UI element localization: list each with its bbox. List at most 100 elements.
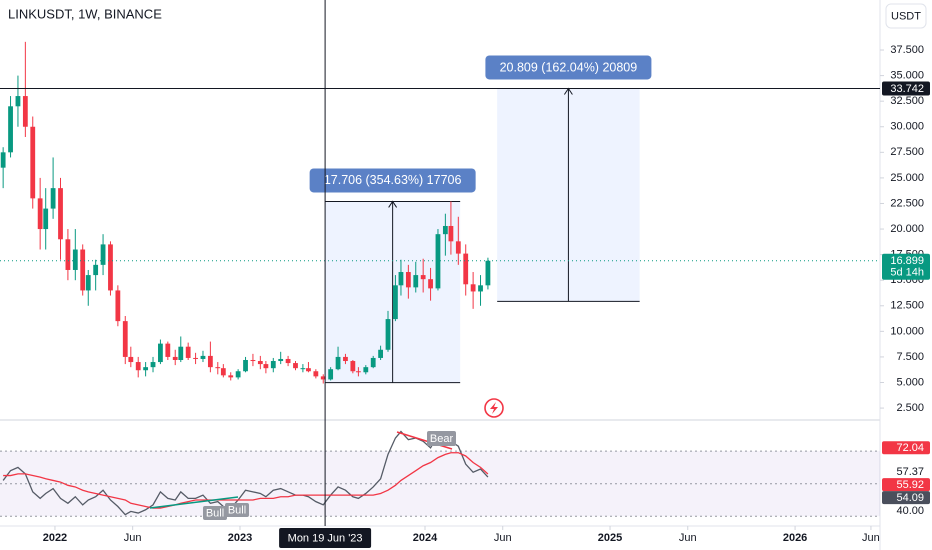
candle [405, 264, 411, 299]
bull-tag [203, 506, 227, 520]
candle-body [343, 356, 348, 362]
y-tick-label: 30.000 [890, 121, 924, 133]
currency-label[interactable]: USDT [891, 10, 921, 22]
candle [215, 362, 221, 375]
candle [93, 259, 99, 291]
candle-body [413, 275, 419, 288]
candle [43, 188, 49, 250]
measure-label-box [485, 55, 652, 80]
y-tick-label: 2.500 [896, 402, 924, 414]
candle [270, 357, 276, 373]
candle [228, 372, 234, 381]
candle-body [285, 358, 291, 364]
candle-body [428, 279, 433, 289]
currency-button[interactable] [885, 3, 927, 29]
bull-tag [225, 503, 249, 517]
rsi-axis-label: 55.92 [896, 479, 924, 491]
candle-body [448, 225, 454, 242]
candle [320, 374, 326, 384]
candle [278, 351, 284, 365]
y-tick-label: 12.500 [890, 300, 924, 312]
crosshair-price-tag [882, 81, 930, 96]
candle [463, 244, 469, 296]
candle-body [200, 355, 206, 359]
candle-body [455, 241, 461, 254]
rsi-axis-tag [882, 478, 930, 492]
candle-body [235, 371, 241, 378]
candle [442, 213, 448, 256]
candle-body [313, 371, 319, 377]
crosshair-price-label: 33.742 [890, 83, 924, 95]
candle [165, 341, 171, 360]
candle [8, 96, 13, 158]
rsi-axis-label: 72.04 [896, 442, 924, 454]
candle-body [405, 272, 411, 288]
candle [293, 361, 298, 371]
candle-body [58, 188, 63, 240]
x-tick-label: Jun [679, 532, 697, 544]
y-tick-label: 32.500 [890, 95, 924, 107]
candle-body [470, 284, 476, 292]
candle-body [320, 376, 326, 380]
bull-label: Bull [206, 507, 224, 519]
candle [178, 336, 184, 363]
candle-body [185, 346, 191, 358]
candle-body [37, 198, 43, 230]
candle [263, 361, 269, 374]
candle [363, 365, 369, 375]
candle [257, 355, 263, 370]
candle [455, 216, 461, 265]
candle [80, 244, 86, 296]
candle-body [43, 208, 49, 230]
candle-body [463, 253, 469, 285]
candle-body [270, 361, 276, 369]
candle-body [328, 369, 334, 380]
candle-body [335, 356, 341, 370]
candle [306, 362, 311, 373]
candle-body [363, 367, 369, 373]
candle-body [158, 343, 163, 363]
alert-bolt[interactable] [490, 402, 498, 414]
x-tick-label: 2025 [598, 532, 622, 544]
bear-divergence-line [396, 431, 453, 450]
bull-divergence-line [149, 496, 239, 509]
candle-body [278, 358, 284, 362]
candle-body [420, 275, 426, 280]
rsi-axis-tag [882, 441, 930, 455]
x-tick-label: Jun [124, 532, 142, 544]
candle-body [50, 188, 56, 209]
candle-body [22, 96, 28, 127]
candle-body [65, 239, 71, 270]
last-price-label: 16.899 [890, 255, 924, 267]
candle [108, 241, 113, 296]
candle [128, 346, 134, 368]
x-tick-label: Jun [494, 532, 512, 544]
candle-body [350, 361, 356, 372]
y-tick-label: 22.500 [890, 197, 924, 209]
candle-body [243, 359, 248, 372]
last-price-tag [882, 253, 930, 280]
candle-body [356, 371, 361, 373]
candle-body [165, 343, 171, 357]
candle-body [0, 152, 6, 168]
alert-circle[interactable] [484, 398, 504, 418]
candle-body [93, 264, 99, 276]
candle [313, 369, 319, 379]
measure-label: 17.706 (354.63%) 17706 [324, 173, 462, 187]
y-tick-label: 20.000 [890, 223, 924, 235]
candle [72, 229, 78, 281]
alert-icon[interactable] [484, 398, 504, 418]
candle [478, 275, 483, 306]
candle-body [207, 355, 213, 368]
y-tick-label: 37.500 [890, 44, 924, 56]
y-tick-label: 35.000 [890, 70, 924, 82]
candle [143, 362, 149, 377]
x-tick-label: 2026 [783, 532, 807, 544]
candle-body [193, 357, 198, 359]
candle [300, 364, 306, 373]
candle [207, 341, 213, 373]
candle [428, 267, 433, 301]
x-tick-label: 2023 [228, 532, 252, 544]
measure-label-box [309, 168, 476, 193]
